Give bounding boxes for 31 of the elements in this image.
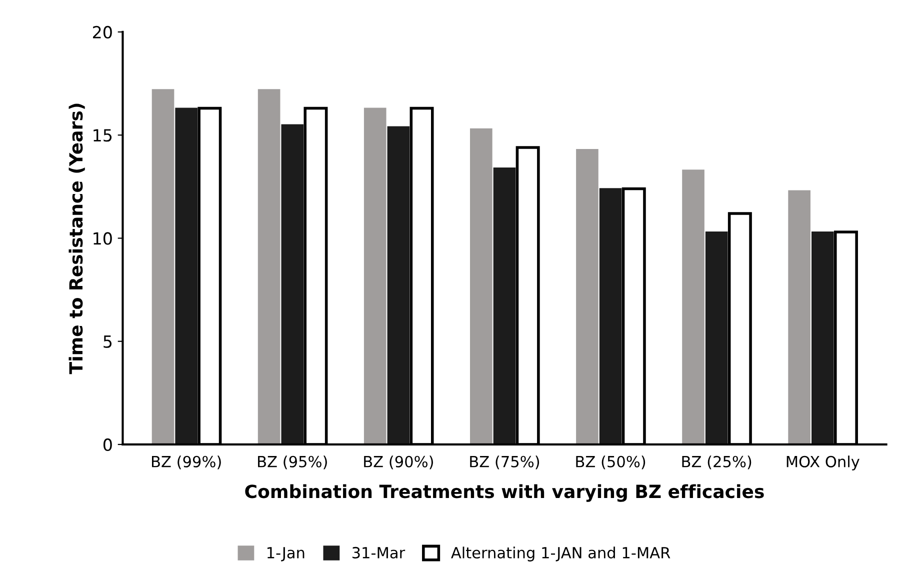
bar bbox=[258, 89, 280, 444]
x-tick-label: BZ (99%) bbox=[152, 456, 221, 470]
legend-label: Alternating 1-JAN and 1-MAR bbox=[451, 546, 670, 562]
bar bbox=[364, 108, 386, 444]
bar bbox=[387, 126, 410, 444]
y-tick-label: 20 bbox=[93, 26, 112, 39]
bar bbox=[576, 148, 598, 444]
legend-label: 31-Mar bbox=[352, 546, 406, 558]
y-tick-label: 5 bbox=[104, 336, 112, 348]
y-tick-label: 15 bbox=[94, 129, 112, 142]
y-tick-label: 0 bbox=[103, 438, 112, 452]
bar bbox=[811, 231, 834, 444]
x-tick-label: BZ (90%) bbox=[364, 456, 433, 470]
x-tick-label: BZ (25%) bbox=[682, 456, 752, 470]
x-tick-label: BZ (95%) bbox=[258, 456, 327, 470]
bar bbox=[788, 190, 810, 444]
x-tick-label: MOX Only bbox=[786, 456, 860, 470]
bar bbox=[152, 89, 174, 444]
y-axis-title: Time to Resistance (Years) bbox=[68, 104, 85, 374]
bar bbox=[705, 231, 728, 444]
bar bbox=[599, 188, 622, 444]
x-tick-label: BZ (75%) bbox=[470, 456, 540, 470]
x-tick-label: BZ (50%) bbox=[576, 456, 646, 470]
bar bbox=[281, 124, 304, 444]
bar bbox=[493, 168, 516, 444]
bar bbox=[470, 128, 492, 444]
x-axis-title: Combination Treatments with varying BZ efficacies bbox=[245, 484, 764, 502]
y-tick-label: 10 bbox=[94, 232, 112, 245]
bar bbox=[682, 170, 704, 444]
bar bbox=[175, 108, 198, 444]
legend-label: 1-Jan bbox=[268, 547, 304, 562]
